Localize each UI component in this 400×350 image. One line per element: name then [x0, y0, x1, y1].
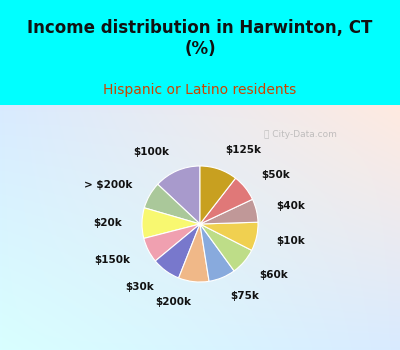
- Text: $10k: $10k: [276, 236, 305, 246]
- Text: Hispanic or Latino residents: Hispanic or Latino residents: [103, 83, 297, 97]
- Wedge shape: [200, 166, 236, 224]
- Text: $50k: $50k: [261, 170, 290, 180]
- Wedge shape: [200, 224, 252, 271]
- Text: Income distribution in Harwinton, CT
(%): Income distribution in Harwinton, CT (%): [27, 19, 373, 58]
- Text: $30k: $30k: [125, 282, 154, 292]
- Wedge shape: [158, 166, 200, 224]
- Wedge shape: [200, 199, 258, 224]
- Wedge shape: [155, 224, 200, 278]
- Wedge shape: [200, 224, 234, 281]
- Text: $20k: $20k: [93, 218, 122, 228]
- Wedge shape: [200, 178, 252, 224]
- Text: $60k: $60k: [260, 270, 288, 280]
- Wedge shape: [179, 224, 209, 282]
- Text: ⓘ City-Data.com: ⓘ City-Data.com: [264, 130, 336, 139]
- Wedge shape: [200, 222, 258, 250]
- Text: $200k: $200k: [156, 297, 192, 307]
- Text: $75k: $75k: [230, 291, 259, 301]
- Text: > $200k: > $200k: [84, 180, 132, 190]
- Text: $100k: $100k: [133, 147, 169, 157]
- Wedge shape: [144, 224, 200, 261]
- Text: $150k: $150k: [94, 254, 130, 265]
- Text: $40k: $40k: [276, 201, 305, 211]
- Wedge shape: [144, 184, 200, 224]
- Text: $125k: $125k: [225, 145, 261, 155]
- Wedge shape: [142, 208, 200, 238]
